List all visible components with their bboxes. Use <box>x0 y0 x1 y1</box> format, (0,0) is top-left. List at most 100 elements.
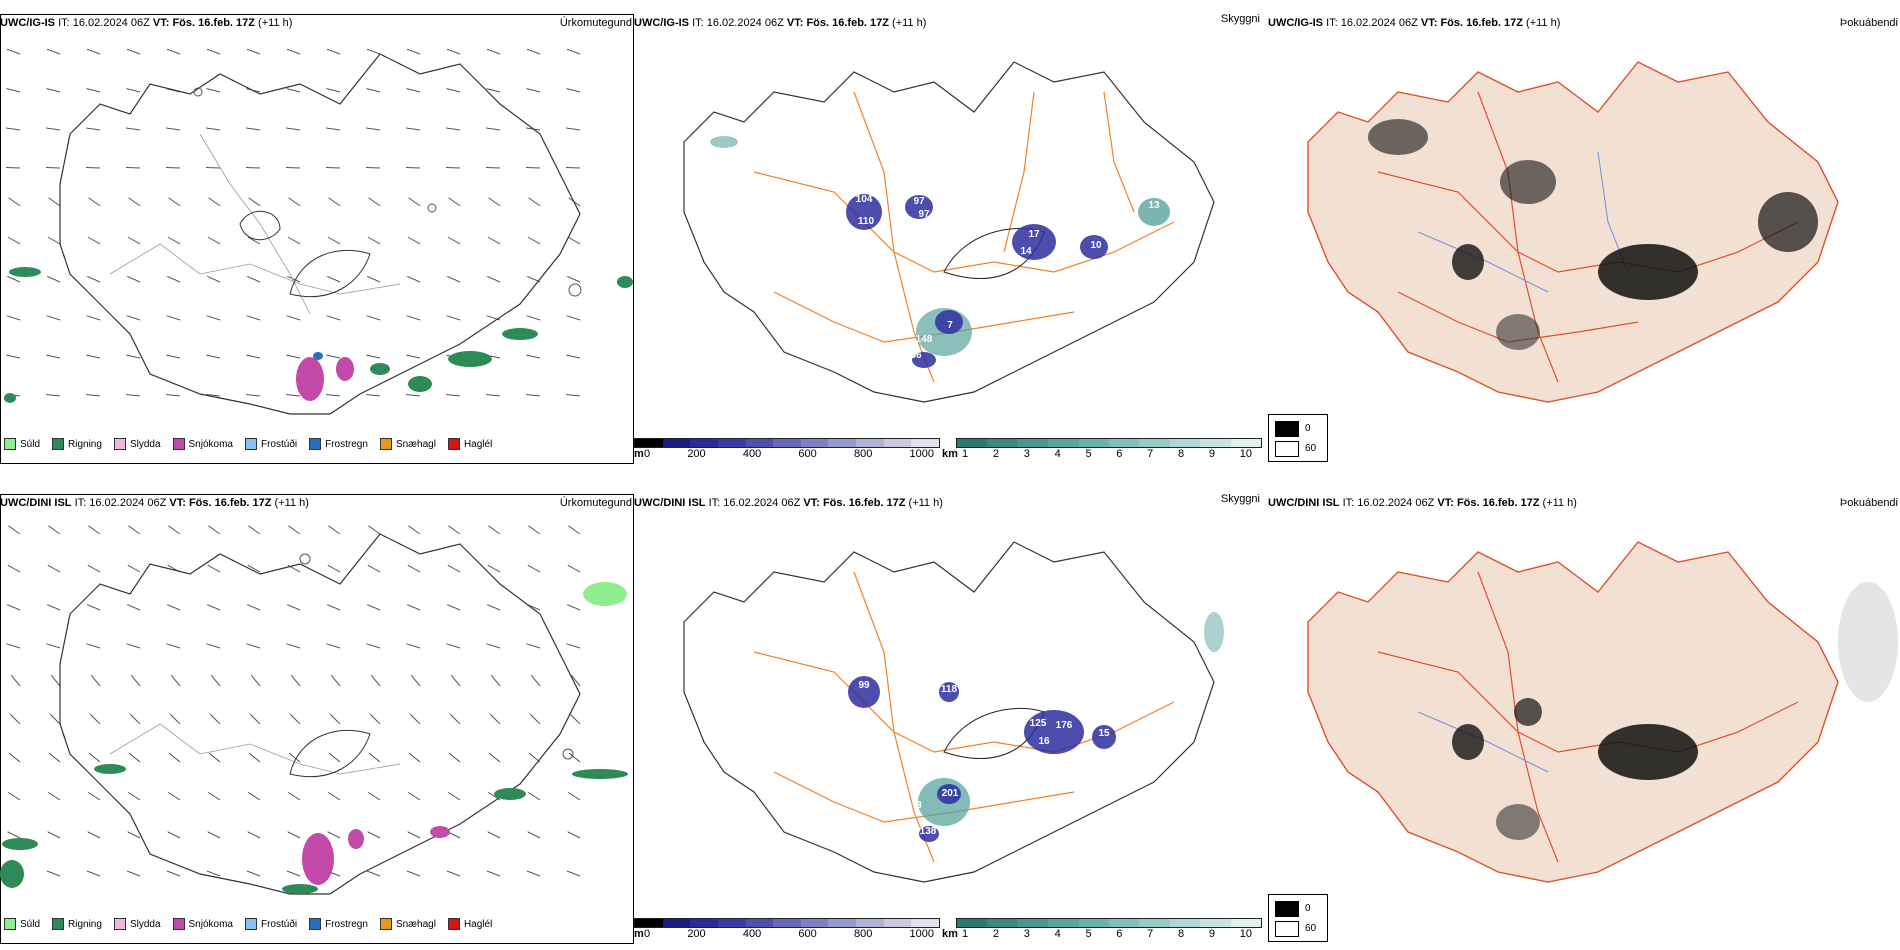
wind-barb <box>207 791 221 801</box>
wind-barb <box>47 791 61 801</box>
wind-barb <box>6 604 21 611</box>
colorbar-step <box>662 919 691 927</box>
wind-barb <box>206 127 221 131</box>
legend-label: Súld <box>20 918 41 930</box>
wind-barb <box>246 354 261 359</box>
tick-label: 5 <box>1085 928 1092 940</box>
wind-barb <box>366 48 381 55</box>
wind-barb <box>46 394 61 397</box>
wind-barb <box>49 713 61 725</box>
wind-barb <box>446 88 461 93</box>
wind-barb <box>87 236 101 245</box>
colorbar-step <box>717 919 746 927</box>
wind-barb <box>167 831 181 839</box>
wind-barb <box>286 315 301 321</box>
fog-map <box>1307 541 1898 883</box>
tick-label: 4 <box>1054 928 1061 940</box>
wind-barb <box>169 713 181 725</box>
tick-label: 800 <box>853 448 873 460</box>
wind-barb <box>208 525 221 535</box>
visibility-ticks: 1 2 3 4 5 6 7 8 9 10 <box>962 928 1252 940</box>
wind-barb <box>208 197 221 207</box>
colorbar-step <box>883 439 912 447</box>
wind-barb <box>206 394 221 397</box>
wind-barb <box>168 197 181 207</box>
legend-swatch <box>309 918 322 930</box>
wind-barb <box>286 48 301 55</box>
wind-barb <box>487 564 501 573</box>
wind-barb <box>86 88 101 93</box>
wind-barb <box>446 48 461 55</box>
tick-label: 3 <box>1023 448 1030 460</box>
wind-barb <box>287 275 301 283</box>
panel-title: Þokuábendi <box>1839 17 1898 29</box>
wind-barb <box>488 752 501 763</box>
visibility-map: 99 118 125 176 16 15 78 201 3 138 <box>683 541 1224 883</box>
wind-barb <box>126 88 141 93</box>
wind-barb <box>446 127 461 131</box>
panel-header: UWC/DINI ISL IT: 16.02.2024 06Z VT: Fös.… <box>0 497 309 509</box>
wind-barb <box>246 315 261 321</box>
wind-barb <box>407 831 421 839</box>
tick-label: 6 <box>1116 448 1123 460</box>
wind-barb <box>167 275 181 283</box>
wind-barb <box>246 394 261 397</box>
wind-barb <box>570 674 581 687</box>
wind-barb <box>487 275 501 283</box>
wind-barb <box>6 315 21 321</box>
wind-barb <box>330 674 341 687</box>
cloud-base-label: 10 <box>1090 240 1102 251</box>
wind-barb <box>526 315 541 321</box>
tick-label: 1000 <box>909 928 934 940</box>
cloud-base-label: 16 <box>1038 736 1050 747</box>
fog-legend-white <box>1275 921 1299 937</box>
model-name: UWC/IG-IS <box>0 17 55 29</box>
colorbar-step <box>1230 439 1262 447</box>
legend-item: Frostúði <box>244 438 297 450</box>
cloudbase-colorbar <box>634 438 940 448</box>
panel-header: UWC/IG-IS IT: 16.02.2024 06Z VT: Fös. 16… <box>634 17 927 29</box>
wind-barb <box>326 394 341 397</box>
wind-barb <box>409 713 421 725</box>
colorbar-step <box>883 919 912 927</box>
wind-barb <box>127 236 141 245</box>
cloud-base-label: 7 <box>947 320 953 331</box>
wind-barb <box>446 870 461 877</box>
legend-item: Frostregn <box>309 918 368 930</box>
wind-barb <box>206 870 221 877</box>
fog-legend-white <box>1275 441 1299 457</box>
wind-barb <box>48 525 61 535</box>
legend-label: Haglél <box>463 438 493 450</box>
wind-barb <box>166 315 181 321</box>
tick-label: 4 <box>1054 448 1061 460</box>
legend-label: Snæhagl <box>395 438 436 450</box>
wind-barb <box>407 236 421 245</box>
wind-barb <box>406 394 421 397</box>
colorbar-step <box>1139 919 1170 927</box>
wind-barb <box>88 197 101 207</box>
wind-barb <box>126 394 141 397</box>
colorbar-step <box>690 919 718 927</box>
colorbar-step <box>662 439 691 447</box>
wind-barb <box>406 127 421 131</box>
colorbar-step <box>856 919 884 927</box>
wind-barb <box>366 315 381 321</box>
wind-barb <box>208 752 221 763</box>
wind-barb <box>8 525 21 535</box>
colorbar-step <box>856 439 884 447</box>
colorbar-step <box>1169 919 1201 927</box>
wind-barb <box>6 88 21 93</box>
cloud-base-label: 97 <box>913 196 925 207</box>
wind-barb <box>247 564 261 573</box>
tick-label: 1000 <box>909 448 934 460</box>
cloud-base-label: 176 <box>1056 720 1073 731</box>
legend-swatch <box>447 438 460 450</box>
wind-barb <box>126 127 141 131</box>
legend-swatch <box>172 438 185 450</box>
wind-barb <box>449 713 461 725</box>
wind-barb <box>287 831 301 839</box>
cloud-base-label: 17 <box>1028 229 1040 240</box>
wind-barb <box>286 88 301 93</box>
wind-barb <box>328 197 341 207</box>
wind-barb <box>209 713 221 725</box>
